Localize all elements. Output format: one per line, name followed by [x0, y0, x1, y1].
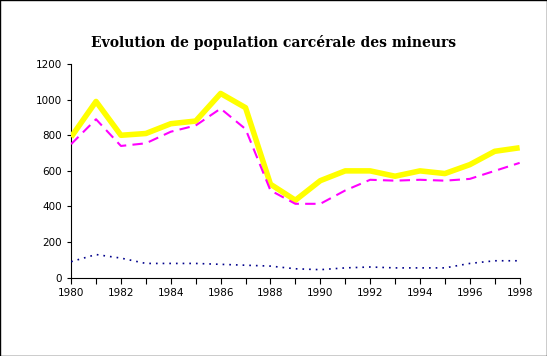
Text: Evolution de population carcérale des mineurs: Evolution de population carcérale des mi… — [91, 35, 456, 50]
